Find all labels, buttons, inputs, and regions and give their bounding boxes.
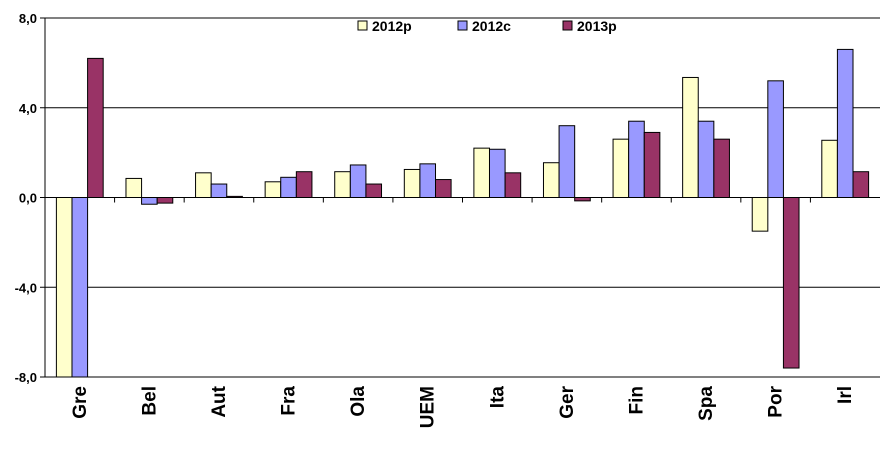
x-category-label: Bel xyxy=(139,386,160,416)
bar-2012c-Ita xyxy=(488,148,506,198)
bar-2012c-Fin xyxy=(628,120,645,198)
axes xyxy=(40,17,880,378)
bar-2013p-UEM xyxy=(435,179,452,199)
bar-2012p-UEM xyxy=(403,168,421,198)
legend-label: 2012c xyxy=(472,18,511,34)
bar-2012c-Spa xyxy=(697,120,715,198)
bar-2012c-Por xyxy=(767,80,784,198)
bar-2012c-Gre xyxy=(71,197,89,378)
x-category-label: Irl xyxy=(835,386,856,404)
x-category-label: Ita xyxy=(487,386,508,409)
x-category-label: Spa xyxy=(696,386,717,421)
legend-label: 2013p xyxy=(577,18,617,34)
x-category-label: Fra xyxy=(279,386,300,416)
bar-2013p-Bel xyxy=(156,197,174,204)
bar-2012p-Fra xyxy=(264,181,282,198)
x-category-label: UEM xyxy=(418,386,439,428)
bar-2013p-Spa xyxy=(713,138,730,199)
bars xyxy=(55,48,870,378)
y-tick-label: -8,0 xyxy=(15,370,37,385)
legend-label: 2012p xyxy=(372,18,412,34)
bar-2012p-Irl xyxy=(821,139,838,199)
bar-2012c-Ola xyxy=(349,164,367,198)
bar-2012p-Fin xyxy=(612,138,630,199)
y-tick-label: -4,0 xyxy=(15,280,37,295)
bar-2012c-Ger xyxy=(558,125,576,198)
bar-2012c-Fra xyxy=(280,176,297,198)
y-tick-labels: 8,0 4,0 0,0 -4,0 -8,0 xyxy=(15,11,37,385)
bar-2013p-Gre xyxy=(87,57,104,199)
bar-2013p-Ger xyxy=(574,197,591,202)
bar-2013p-Por xyxy=(782,197,800,369)
y-tick-label: 4,0 xyxy=(19,101,37,116)
x-category-label: Por xyxy=(766,385,787,417)
bar-2012p-Spa xyxy=(682,76,699,198)
bar-2012p-Gre xyxy=(55,197,73,378)
bar-2013p-Irl xyxy=(852,171,870,198)
y-tick-label: 0,0 xyxy=(19,191,37,206)
bar-2013p-Ola xyxy=(365,183,383,199)
x-category-label: Ger xyxy=(557,385,578,418)
bar-2012p-Ger xyxy=(542,162,560,199)
bar-2012c-Irl xyxy=(836,48,854,198)
bar-2012p-Ita xyxy=(473,147,490,198)
x-category-label: Gre xyxy=(70,386,91,419)
bar-2013p-Fin xyxy=(643,131,661,198)
x-category-label: Ola xyxy=(348,386,369,417)
bar-2013p-Ita xyxy=(504,172,522,199)
bar-2012p-Aut xyxy=(195,172,212,199)
bar-2012c-Aut xyxy=(210,183,228,199)
bar-2013p-Fra xyxy=(295,171,313,198)
bar-2012c-Bel xyxy=(141,197,158,205)
y-tick-label: 8,0 xyxy=(19,11,37,26)
x-category-label: Aut xyxy=(209,385,230,417)
x-category-labels: Gre Bel Aut Fra Ola UEM Ita Ger Fin Spa Por Irl xyxy=(70,385,856,428)
x-category-label: Fin xyxy=(626,386,647,415)
legend-swatch-2012p xyxy=(357,20,368,31)
legend: 2012p 2012c 2013p xyxy=(357,18,617,34)
bar-2012c-UEM xyxy=(419,163,437,198)
legend-swatch-2012c xyxy=(457,20,468,31)
bar-2012p-Ola xyxy=(334,171,351,198)
bar-2012p-Por xyxy=(751,197,769,232)
legend-swatch-2013p xyxy=(562,20,573,31)
bar-2012p-Bel xyxy=(125,177,143,199)
